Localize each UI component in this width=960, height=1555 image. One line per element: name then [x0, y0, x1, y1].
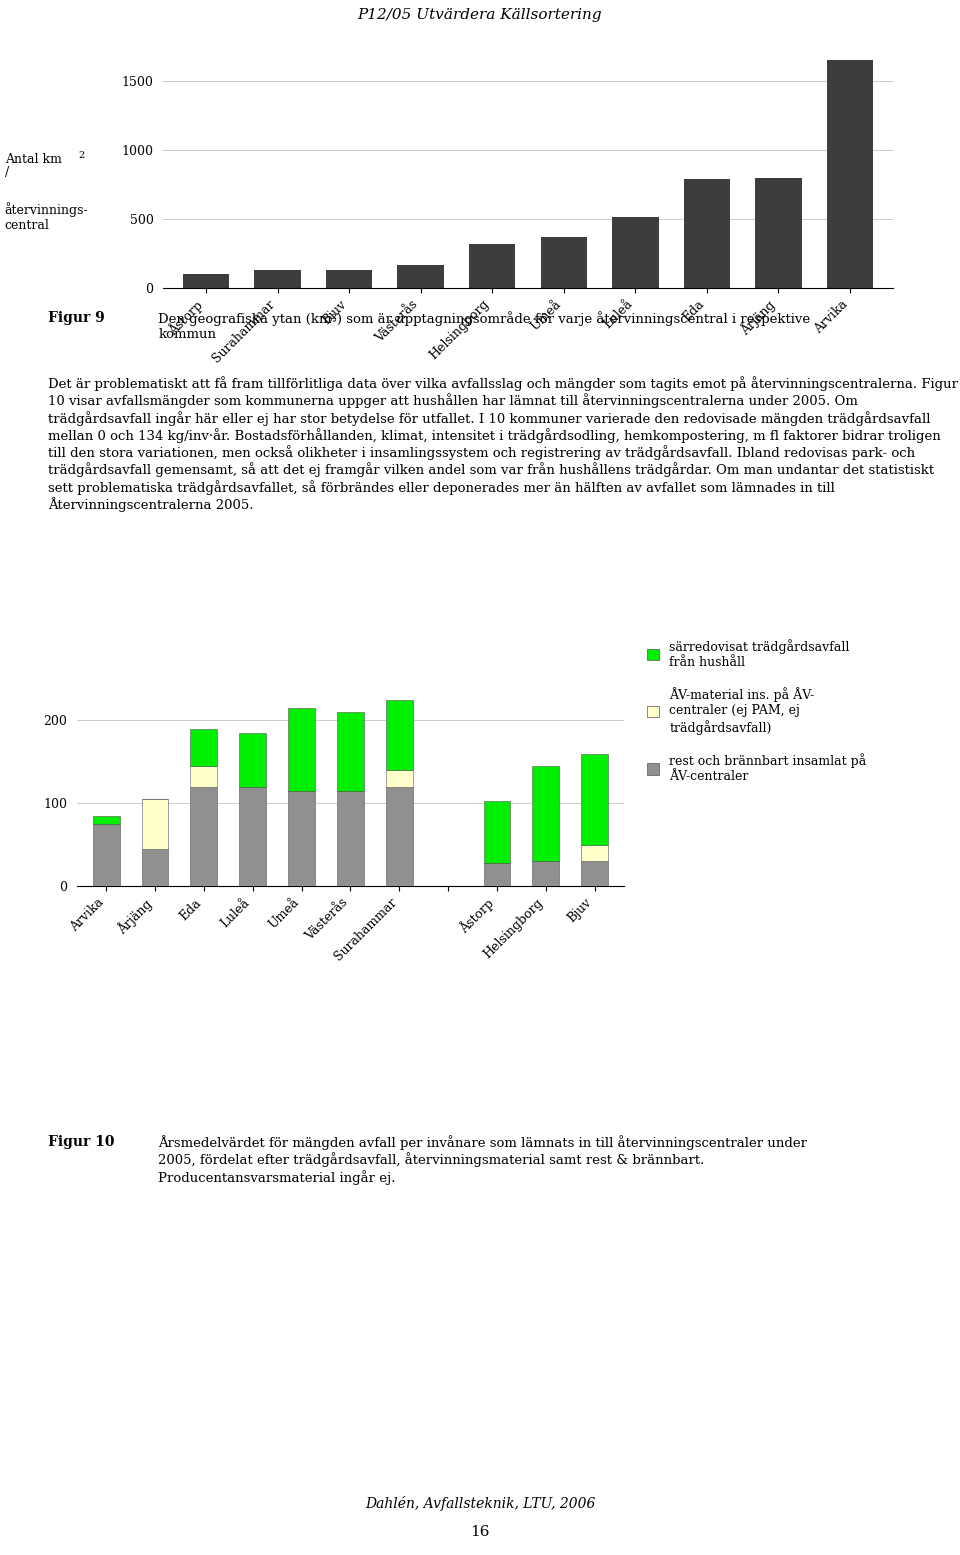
Text: Antal km: Antal km — [5, 154, 61, 166]
Bar — [288, 708, 315, 791]
Bar — [540, 238, 587, 288]
Bar — [254, 269, 300, 288]
Bar — [484, 801, 511, 863]
Text: Årsmedelvärdet för mängden avfall per invånare som lämnats in till återvinningsc: Årsmedelvärdet för mängden avfall per in… — [158, 1135, 807, 1185]
Bar — [386, 770, 413, 787]
Bar — [581, 754, 608, 844]
Bar — [190, 729, 217, 767]
Text: 2: 2 — [79, 151, 85, 160]
Bar — [612, 218, 659, 288]
Bar — [484, 863, 511, 886]
Text: Dahlén, Avfallsteknik, LTU, 2006: Dahlén, Avfallsteknik, LTU, 2006 — [365, 1496, 595, 1511]
Bar — [326, 269, 372, 288]
Bar — [756, 179, 802, 288]
Bar — [684, 179, 730, 288]
Bar — [93, 816, 120, 824]
Text: P12/05 Utvärdera Källsortering: P12/05 Utvärdera Källsortering — [358, 8, 602, 22]
Text: /: / — [5, 166, 9, 179]
Bar — [397, 264, 444, 288]
Bar — [141, 799, 168, 849]
Bar — [581, 844, 608, 861]
Bar — [288, 791, 315, 886]
Bar — [386, 700, 413, 770]
Text: Det är problematiskt att få fram tillförlitliga data över vilka avfallsslag och : Det är problematiskt att få fram tillför… — [48, 376, 958, 512]
Bar — [190, 767, 217, 787]
Bar — [239, 732, 266, 787]
Bar — [337, 791, 364, 886]
Bar — [93, 824, 120, 886]
Legend: särredovisat trädgårdsavfall
från hushåll, ÅV-material ins. på ÅV-
centraler (ej: särredovisat trädgårdsavfall från hushål… — [647, 639, 867, 784]
Bar — [337, 712, 364, 791]
Bar — [827, 61, 874, 288]
Text: Figur 10: Figur 10 — [48, 1135, 114, 1149]
Bar — [469, 244, 516, 288]
Text: Den geografiska ytan (km²) som är upptagningsområde för varje återvinningscentra: Den geografiska ytan (km²) som är upptag… — [158, 311, 810, 341]
Bar — [190, 787, 217, 886]
Text: Figur 9: Figur 9 — [48, 311, 105, 325]
Bar — [386, 787, 413, 886]
Text: återvinnings-
central: återvinnings- central — [5, 202, 88, 232]
Bar — [581, 861, 608, 886]
Bar — [533, 861, 560, 886]
Bar — [239, 787, 266, 886]
Bar — [182, 274, 229, 288]
Text: 16: 16 — [470, 1525, 490, 1539]
Bar — [533, 767, 560, 861]
Bar — [141, 849, 168, 886]
